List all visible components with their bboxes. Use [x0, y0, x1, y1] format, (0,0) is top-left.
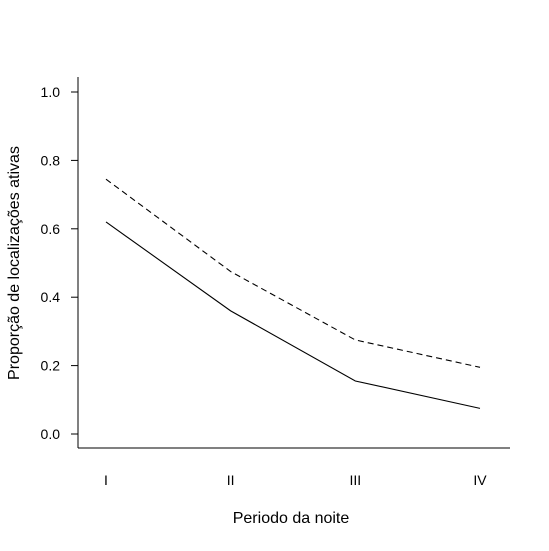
x-tick-label: IV [473, 472, 487, 488]
y-tick-label: 0.0 [41, 426, 61, 442]
y-tick-label: 0.6 [41, 221, 61, 237]
x-tick-label: II [227, 472, 235, 488]
series-line-2 [105, 178, 481, 368]
y-axis-title: Proporção de localizações ativas [6, 146, 23, 380]
x-tick-label: I [104, 472, 108, 488]
x-tick-label: III [349, 472, 361, 488]
series-line-1 [105, 221, 481, 409]
y-tick-label: 0.8 [41, 152, 61, 168]
x-axis-title: Periodo da noite [233, 510, 350, 527]
x-axis-ticks: I II III IV [104, 472, 487, 488]
y-tick-label: 0.2 [41, 358, 61, 374]
series-layer [105, 178, 481, 409]
y-tick-label: 1.0 [41, 84, 61, 100]
y-axis-ticks: 0.0 0.2 0.4 0.6 0.8 1.0 [41, 84, 78, 442]
y-tick-label: 0.4 [41, 289, 61, 305]
axes [77, 77, 510, 449]
